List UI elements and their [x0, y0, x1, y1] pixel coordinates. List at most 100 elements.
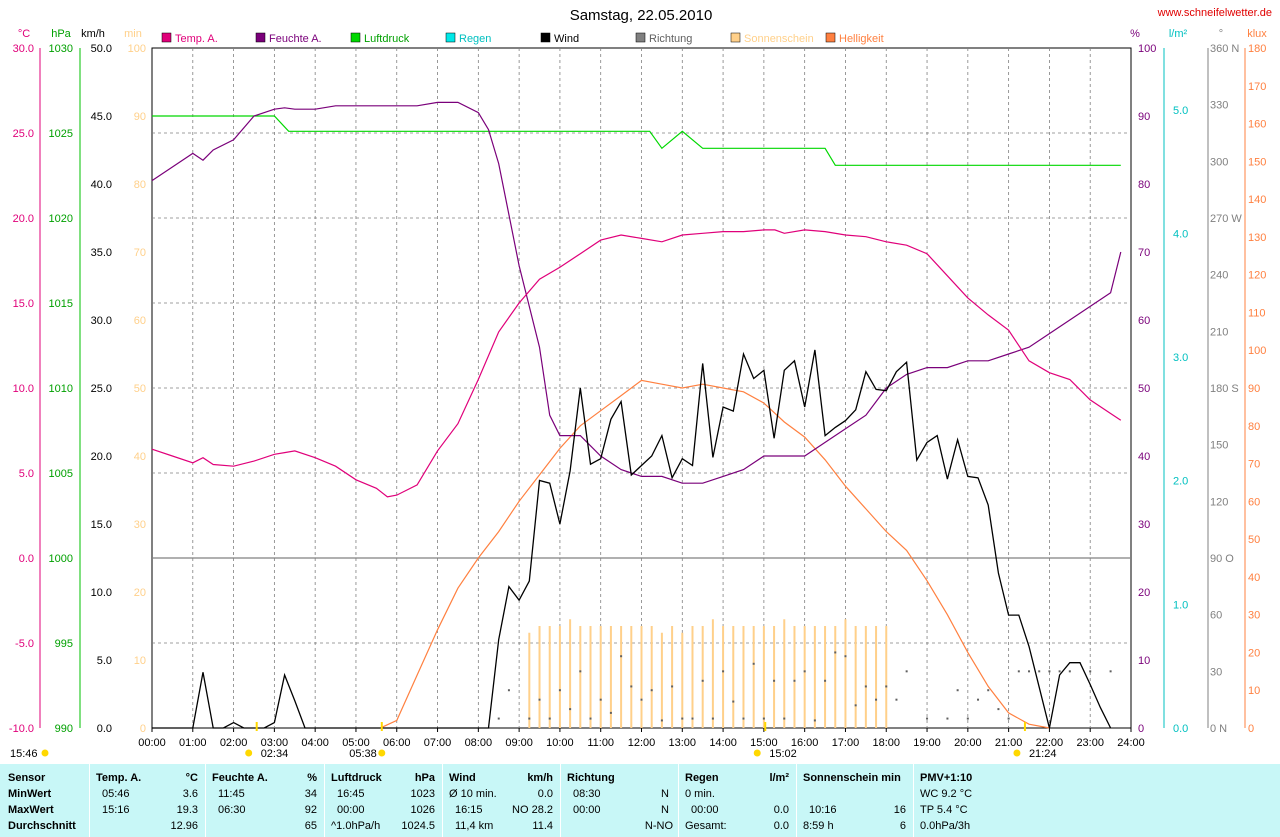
temp-tick-label: -10.0: [9, 723, 34, 735]
direction-point: [966, 717, 969, 720]
legend-swatch: [255, 32, 266, 43]
legend-swatch: [635, 32, 646, 43]
direction-point: [1028, 670, 1031, 673]
rain-duration: 0 min.: [685, 788, 715, 800]
row-label-sensor: Sensor: [8, 772, 46, 784]
brightness-tick-label: 60: [1248, 496, 1260, 508]
brightness-tick-label: 150: [1248, 156, 1266, 168]
direction-point: [650, 689, 653, 692]
direction-tick-label: 30: [1210, 666, 1222, 678]
stats-col-direction: Richtung 08:30 N 00:00 N N-NO: [560, 764, 679, 837]
sunshine-tick-label: 90: [134, 111, 146, 123]
wind-tick-label: 0.0: [97, 723, 112, 735]
moonrise-time: 15:46: [10, 748, 38, 760]
sunshine-header: Sonnenschein min: [803, 772, 901, 784]
moon-icon: [41, 749, 49, 757]
legend-label: Regen: [459, 33, 491, 45]
wind-max-time: 16:15: [455, 804, 483, 816]
time-tick-label: 23:00: [1076, 737, 1104, 749]
rain-tick-label: 4.0: [1173, 228, 1188, 240]
temp-tick-label: 20.0: [13, 213, 34, 225]
direction-point: [609, 711, 612, 714]
rain-unit: l/m²: [769, 772, 789, 784]
time-tick-label: 06:00: [383, 737, 411, 749]
pmv-dewpoint: TP 5.4 °C: [920, 804, 968, 816]
humidity-tick-label: 20: [1138, 587, 1150, 599]
legend-swatch: [350, 32, 361, 43]
direction-point: [691, 717, 694, 720]
unit-rain: l/m²: [1169, 28, 1188, 40]
direction-point: [875, 698, 878, 701]
humidity-unit: %: [307, 772, 317, 784]
direction-point: [732, 700, 735, 703]
direction-point: [1048, 670, 1051, 673]
grid: [151, 47, 1132, 729]
temp-tick-label: 0.0: [19, 553, 34, 565]
time-tick-label: 22:00: [1036, 737, 1064, 749]
direction-point: [620, 655, 623, 658]
direction-max-time: 00:00: [573, 804, 601, 816]
time-tick-label: 02:00: [220, 737, 248, 749]
temp-tick-label: 5.0: [19, 468, 34, 480]
direction-tick-label: 300: [1210, 156, 1228, 168]
temp-a-line: [151, 229, 1122, 498]
direction-point: [977, 698, 980, 701]
legend-label: Luftdruck: [364, 33, 410, 45]
moon-transit-time: 15:02: [769, 748, 797, 760]
humidity-tick-label: 0: [1138, 723, 1144, 735]
temp-max-time: 15:16: [102, 804, 130, 816]
stats-col-pmv: PMV+1:10 WC 9.2 °C TP 5.4 °C 0.0hPa/3h: [913, 764, 1034, 837]
unit-temp: °C: [18, 28, 30, 40]
wind-tick-label: 5.0: [97, 655, 112, 667]
direction-point: [1058, 670, 1061, 673]
time-tick-label: 12:00: [628, 737, 656, 749]
direction-point: [1007, 717, 1010, 720]
temp-tick-label: -5.0: [15, 638, 34, 650]
direction-point: [813, 719, 816, 722]
pressure-avg: 1024.5: [401, 820, 435, 832]
legend-label: Temp. A.: [175, 33, 218, 45]
unit-humidity: %: [1130, 28, 1140, 40]
rain-tick-label: 2.0: [1173, 476, 1188, 488]
wind-tick-label: 40.0: [91, 179, 112, 191]
moonset-time: 02:34: [261, 748, 289, 760]
sunshine-tick-label: 50: [134, 383, 146, 395]
direction-point: [701, 679, 704, 682]
row-label-avg: Durchschnitt: [8, 820, 76, 832]
wind-tick-label: 15.0: [91, 519, 112, 531]
direction-point: [742, 717, 745, 720]
direction-tick-label: 240: [1210, 270, 1228, 282]
legend-swatch: [161, 32, 172, 43]
brightness-tick-label: 140: [1248, 194, 1266, 206]
brightness-tick-label: 160: [1248, 119, 1266, 131]
humidity-tick-label: 70: [1138, 247, 1150, 259]
direction-point: [589, 717, 592, 720]
humidity-tick-label: 40: [1138, 451, 1150, 463]
rain-header: Regen: [685, 772, 719, 784]
time-tick-label: 17:00: [832, 737, 860, 749]
unit-pressure: hPa: [51, 28, 71, 40]
direction-point: [671, 685, 674, 688]
direction-point: [1017, 670, 1020, 673]
humidity-tick-label: 100: [1138, 43, 1156, 55]
wind-tick-label: 20.0: [91, 451, 112, 463]
direction-point: [997, 708, 1000, 711]
sunshine-tick-label: 100: [128, 43, 146, 55]
direction-point: [569, 708, 572, 711]
direction-point: [803, 670, 806, 673]
feuchte-a-line: [151, 101, 1122, 484]
sunshine-tick-label: 10: [134, 655, 146, 667]
direction-point: [660, 719, 663, 722]
sunset-icon: [1013, 749, 1021, 757]
brightness-tick-label: 110: [1248, 307, 1266, 319]
direction-point: [558, 689, 561, 692]
wind-tick-label: 45.0: [91, 111, 112, 123]
pressure-header: Luftdruck: [331, 772, 382, 784]
sunshine-tick-label: 70: [134, 247, 146, 259]
direction-point: [885, 685, 888, 688]
stats-col-sunshine: Sonnenschein min 10:16 16 8:59 h 6: [796, 764, 914, 837]
legend-swatch: [730, 32, 741, 43]
direction-tick-label: 360 N: [1210, 43, 1239, 55]
moon-icon: [245, 749, 253, 757]
direction-point: [783, 717, 786, 720]
